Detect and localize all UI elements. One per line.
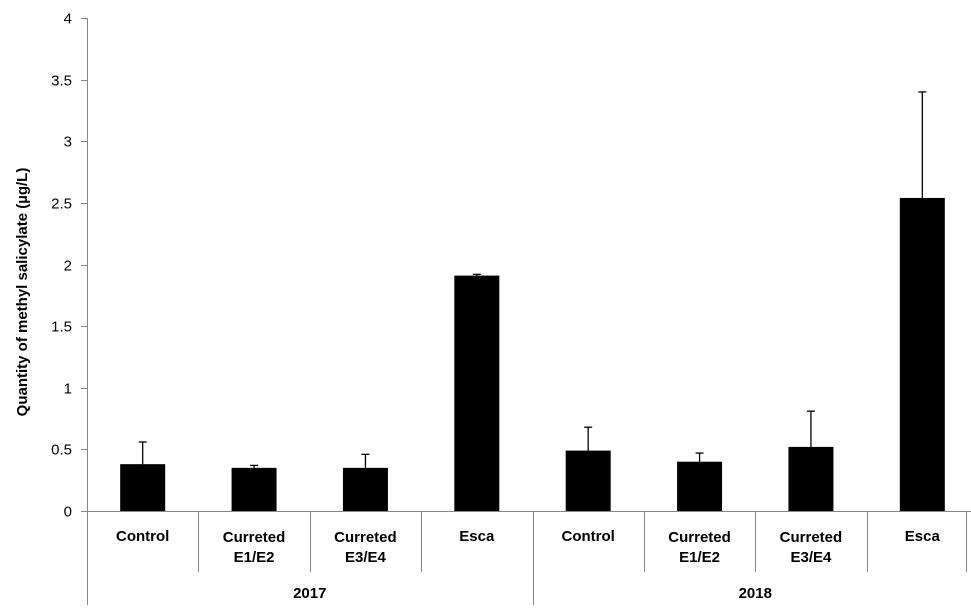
category-label: E1/E2 [234,549,275,566]
y-tick-label: 0 [64,504,72,521]
y-tick-label: 1 [64,381,72,398]
y-tick-label: 1.5 [51,319,72,336]
bar [677,461,723,511]
y-tick-label: 3 [64,134,72,151]
bar [899,197,945,511]
bar [120,464,166,511]
category-label: Curreted [334,529,397,546]
y-tick-label: 4 [64,11,72,28]
bar [788,446,834,511]
category-label: Control [116,528,169,545]
bar [565,450,611,511]
category-label: Control [562,528,615,545]
y-axis-title: Quantity of methyl salicylate (µg/L) [14,168,31,417]
axes [81,18,971,605]
category-label: E3/E4 [791,549,833,566]
error-bars [138,91,927,468]
group-label: 2018 [739,585,772,602]
y-tick-label: 2 [64,258,72,275]
labels: 0 0.5 1 1.5 2 2.5 3 3.5 4 Control Curreted E1/E2 Cur… [51,11,940,603]
bar [231,467,277,511]
category-label: E3/E4 [345,549,387,566]
category-label: Esca [459,528,495,545]
category-label: Curreted [223,529,286,546]
bars [120,197,945,511]
category-label: Curreted [780,529,843,546]
category-label: Curreted [668,529,731,546]
category-label: Esca [905,528,941,545]
bar [454,275,500,511]
bar [342,467,388,511]
y-tick-label: 2.5 [51,196,72,213]
category-label: E1/E2 [679,549,720,566]
y-tick-label: 0.5 [51,442,72,459]
y-tick-label: 3.5 [51,73,72,90]
group-label: 2017 [293,585,326,602]
